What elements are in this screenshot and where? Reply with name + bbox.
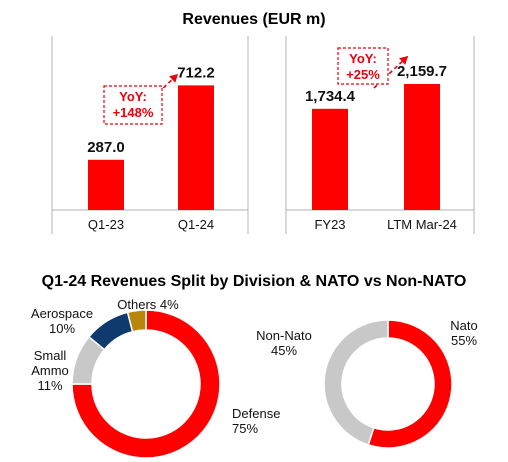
- x-tick-label: LTM Mar-24: [387, 217, 457, 232]
- donut-slice-nato: [367, 319, 453, 449]
- donut-label-nato: Nato 55%: [450, 318, 477, 348]
- x-tick-label: FY23: [314, 217, 345, 232]
- x-tick-label: Q1-23: [88, 217, 124, 232]
- yoy-arrow-head: [169, 74, 178, 83]
- bar-fy23: [312, 108, 348, 210]
- yoy-growth-value: +148%: [113, 105, 154, 120]
- donut-slice-non-nato: [323, 319, 389, 446]
- donut-label-small-ammo: Small Ammo 11%: [31, 348, 69, 393]
- donut-label-non-nato: Non-Nato 45%: [256, 328, 312, 358]
- bar-ltm-mar-24: [404, 84, 440, 210]
- yoy-arrow-head: [399, 56, 408, 65]
- chart-title-revenues: Revenues (EUR m): [182, 11, 325, 28]
- donut-label-aerospace: Aerospace 10%: [31, 306, 93, 336]
- donut-chart-2: Nato 55% Non-Nato 45%: [256, 318, 478, 449]
- bar-q1-24: [178, 85, 214, 210]
- yoy-growth-value: +25%: [346, 67, 380, 82]
- bar-value-label: 712.2: [177, 64, 215, 81]
- donut-chart-1: Defense 75% Small Ammo 11% Aerospace 10% Others…: [31, 297, 280, 459]
- yoy-label: YoY:: [349, 51, 377, 66]
- donut-label-others: Others 4%: [117, 297, 179, 312]
- yoy-box: [337, 47, 389, 85]
- yoy-box: [103, 85, 163, 125]
- donut-label-defense: Defense 75%: [232, 406, 280, 436]
- bar-value-label: 1,734.4: [305, 88, 356, 105]
- bar-value-label: 2,159.7: [397, 63, 447, 80]
- yoy-label: YoY:: [119, 89, 147, 104]
- donut-slice-defense: [71, 309, 221, 459]
- bar-panel-1: 287.0 Q1-23 712.2 Q1-24 YoY:+148%: [51, 36, 249, 234]
- bar-value-label: 287.0: [87, 139, 125, 156]
- bar-q1-23: [88, 159, 124, 210]
- donut-slice-others: [126, 309, 147, 333]
- chart-title-split: Q1-24 Revenues Split by Division & NATO …: [42, 273, 467, 290]
- x-tick-label: Q1-24: [178, 217, 214, 232]
- bar-panel-2: 1,734.4 FY23 2,159.7 LTM Mar-24 YoY:+25%: [285, 36, 475, 234]
